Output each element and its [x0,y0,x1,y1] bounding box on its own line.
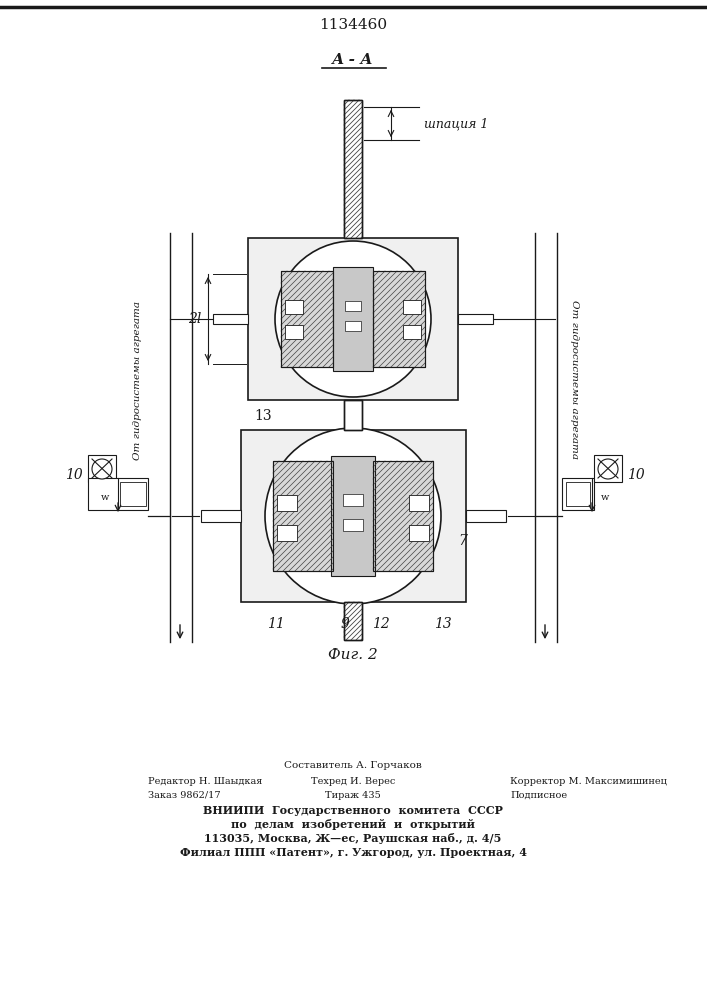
Bar [343,494,363,506]
Bar [373,461,433,571]
Text: 13: 13 [434,617,452,631]
Bar [285,300,303,314]
Text: Заказ 9862/17: Заказ 9862/17 [148,790,221,800]
Bar [120,482,146,506]
Text: 9: 9 [341,617,349,631]
Text: Составитель А. Горчаков: Составитель А. Горчаков [284,760,422,770]
Bar [213,314,248,324]
Circle shape [265,428,441,604]
Text: От гидросистемы агрегата: От гидросистемы агрегата [134,300,143,460]
Bar [458,314,493,324]
Bar [281,271,333,367]
Bar [277,525,297,541]
Text: А - А: А - А [332,53,374,67]
Bar [281,271,333,367]
Bar [248,238,458,400]
Bar [344,100,362,238]
Text: Тираж 435: Тираж 435 [325,790,381,800]
Bar [344,602,362,640]
Text: w: w [100,493,109,502]
Text: 2l: 2l [188,312,201,326]
Bar [403,325,421,339]
Bar [373,461,433,571]
Bar [344,400,362,430]
Text: 11: 11 [267,617,285,631]
Text: Корректор М. Максимишинец: Корректор М. Максимишинец [510,776,667,786]
Text: 1134460: 1134460 [319,18,387,32]
Bar [594,455,622,482]
Circle shape [92,459,112,479]
Bar [345,321,361,331]
Bar [273,461,333,571]
Bar [88,478,148,510]
Bar [562,478,594,510]
Text: От гидросистемы агрегата: От гидросистемы агрегата [570,300,578,460]
Text: Филиал ППП «Патент», г. Ужгород, ул. Проектная, 4: Филиал ППП «Патент», г. Ужгород, ул. Про… [180,848,527,858]
Text: Фиг. 2: Фиг. 2 [328,648,378,662]
Text: 113035, Москва, Ж—ес, Раушская наб., д. 4/5: 113035, Москва, Ж—ес, Раушская наб., д. … [204,834,502,844]
Bar [403,300,421,314]
Text: 7: 7 [459,534,467,548]
Bar [344,400,362,430]
Bar [88,455,116,482]
Circle shape [598,459,618,479]
Text: Техред И. Верес: Техред И. Верес [311,776,395,786]
Bar [333,267,373,371]
Text: 10: 10 [65,468,83,482]
Bar [409,525,429,541]
Bar [241,430,466,602]
Bar [344,602,362,640]
Bar [373,271,425,367]
Text: 13: 13 [255,409,271,423]
Text: по  делам  изобретений  и  открытий: по делам изобретений и открытий [231,820,475,830]
Bar [277,495,297,511]
Bar [566,482,590,506]
Text: шпация 1: шпация 1 [424,117,489,130]
Text: 10: 10 [627,468,645,482]
Bar [345,301,361,311]
Bar [344,100,362,238]
Bar [273,461,333,571]
Bar [373,271,425,367]
Bar [285,325,303,339]
Text: w: w [601,493,609,502]
Text: Редактор Н. Шаыдкая: Редактор Н. Шаыдкая [148,776,262,786]
Text: 12: 12 [372,617,390,631]
Bar [466,510,506,522]
Bar [343,519,363,531]
Text: ВНИИПИ  Государственного  комитета  СССР: ВНИИПИ Государственного комитета СССР [203,806,503,816]
Bar [201,510,241,522]
Text: Подписное: Подписное [510,790,567,800]
Bar [331,456,375,576]
Circle shape [275,241,431,397]
Bar [409,495,429,511]
